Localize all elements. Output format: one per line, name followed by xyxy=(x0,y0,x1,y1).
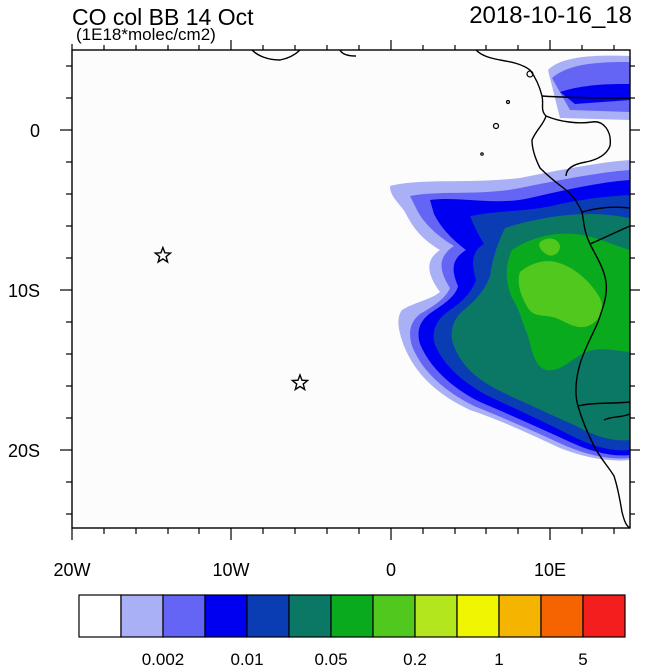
color-bar-box-4 xyxy=(246,594,290,638)
color-bar-box-0 xyxy=(78,594,122,638)
upper-coast-segment xyxy=(251,50,301,61)
color-bar-box-6 xyxy=(330,594,374,638)
upper-coast-segment-2 xyxy=(339,50,357,57)
border-angola-south xyxy=(577,401,630,407)
island-3 xyxy=(505,99,511,105)
station-markers xyxy=(153,245,310,392)
y-tick-0: 0 xyxy=(30,121,40,141)
contour-level-7 xyxy=(518,261,603,328)
island-4 xyxy=(480,152,484,156)
bar-label-005: 0.05 xyxy=(314,650,347,667)
color-bar-box-12 xyxy=(582,594,626,638)
contour-north-blue xyxy=(560,84,630,104)
y-tick-10s: 10S xyxy=(8,281,40,301)
color-bar-labels: 0.002 0.01 0.05 0.2 1 5 xyxy=(142,650,588,667)
y-tick-20s: 20S xyxy=(8,441,40,461)
island-2 xyxy=(492,122,500,130)
station-star-2 xyxy=(290,373,310,392)
color-bar-box-5 xyxy=(288,594,332,638)
x-tick-10e: 10E xyxy=(534,560,566,580)
bar-label-1: 1 xyxy=(494,650,503,667)
station-star-1 xyxy=(153,245,173,264)
coastline xyxy=(251,50,630,528)
bar-label-001: 0.01 xyxy=(230,650,263,667)
color-bar-box-11 xyxy=(540,594,584,638)
axis-ticks xyxy=(60,40,640,540)
color-bar xyxy=(78,594,626,638)
color-bar-box-10 xyxy=(498,594,542,638)
color-bar-box-7 xyxy=(372,594,416,638)
color-bar-box-2 xyxy=(162,594,206,638)
bar-label-0002: 0.002 xyxy=(142,650,185,667)
contour-level-7b xyxy=(539,238,560,256)
bar-label-02: 0.2 xyxy=(403,650,427,667)
border-angola-north xyxy=(589,225,630,245)
color-bar-box-8 xyxy=(414,594,458,638)
x-tick-0: 0 xyxy=(386,560,396,580)
color-bar-box-3 xyxy=(204,594,248,638)
x-tick-20w: 20W xyxy=(53,560,90,580)
plot-frame xyxy=(71,49,631,529)
timestamp-label: 2018-10-16_18 xyxy=(469,2,632,29)
border-namibia xyxy=(603,413,630,421)
border-congo xyxy=(581,206,630,213)
x-tick-10w: 10W xyxy=(212,560,249,580)
island-1 xyxy=(526,70,534,78)
units-label: (1E18*molec/cm2) xyxy=(76,25,216,44)
color-bar-box-1 xyxy=(120,594,164,638)
co-contours xyxy=(390,55,630,461)
bar-label-5: 5 xyxy=(578,650,587,667)
islands xyxy=(480,70,534,156)
color-bar-box-9 xyxy=(456,594,500,638)
map-title: CO col BB 14 Oct xyxy=(72,4,254,30)
border-gabon xyxy=(545,115,611,177)
border-north xyxy=(541,95,630,99)
africa-coastline xyxy=(475,50,630,528)
